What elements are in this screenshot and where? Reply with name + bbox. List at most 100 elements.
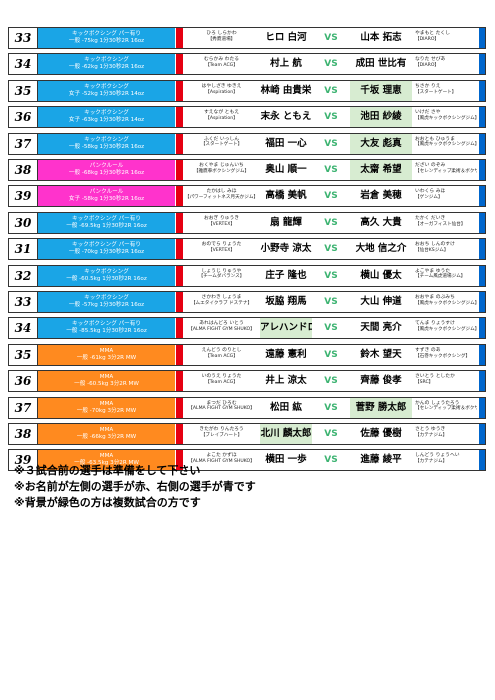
bout-row: 31 キックボクシング パー有り 一般 -70kg 1分30秒2R 16oz おのでら… xyxy=(8,238,486,261)
category-name: パンクルール xyxy=(89,189,124,196)
blue-fighter-info: なりた せびあ 【DIARO】 xyxy=(413,54,477,74)
bout-number: 36 xyxy=(9,371,38,392)
blue-fighter-info: おおち しんのすけ 【仙台KSジム】 xyxy=(413,239,477,259)
vs-label: VS xyxy=(324,244,338,255)
note-multi-bout: ※背景が緑色の方は複数試合の方です xyxy=(14,496,201,509)
red-fighter-info: むらかみ わたる 【Team ACG】 xyxy=(184,54,259,74)
blue-fighter-name: 進藤 綾平 xyxy=(360,454,402,466)
red-fighter-gym: 【ALMA FIGHT GYM SHUKO】 xyxy=(188,459,255,465)
bout-number: 30 xyxy=(9,212,38,233)
blue-fighter-name: 横山 優太 xyxy=(360,269,402,281)
red-fighter-kana: あれはんどろ いとう xyxy=(199,321,244,327)
blue-corner-bar xyxy=(479,54,485,75)
category-detail: 一般 -61kg 3分2R MW xyxy=(76,354,137,361)
bout-row: 38 パンクルール 一般 -68kg 1分30秒2R 16oz おくやま じゅんいち【… xyxy=(8,159,486,181)
note-corner-colors: ※お名前が左側の選手が赤、右側の選手が青です xyxy=(14,480,256,493)
bout-row: 39 パンクルール 女子 -58kg 1分30秒2R 16oz たかはし みほ 【パワー… xyxy=(8,185,486,208)
category-detail: 一般 -69.5kg 1分30秒2R 16oz xyxy=(66,222,147,229)
blue-fighter-kana: かんの しょうたろう xyxy=(415,400,460,406)
blue-fighter-info: かんの しょうたろう 【セレンディップ柔術＆ボクサ】 xyxy=(413,398,477,418)
bout-row: 35 MMA 一般 -61kg 3分2R MW えんどう のりとし 【Team ACG】… xyxy=(8,343,486,366)
blue-fighter-info: おおやま のぶみち 【風虎キックボクシングジム】 xyxy=(413,292,477,312)
bout-category: キックボクシング 女子 -63kg 1分30秒2R 14oz xyxy=(38,107,175,128)
red-fighter-name: 小野寺 涼太 xyxy=(260,243,312,255)
blue-fighter-gym: 【風虎キックボクシングジム】 xyxy=(415,115,477,121)
red-corner-bar xyxy=(176,107,183,128)
category-detail: 一般 -68kg 1分30秒2R 16oz xyxy=(68,169,145,176)
red-fighter-gym: 【ブレイブハート】 xyxy=(200,432,243,438)
blue-fighter-info: しんどう りょうへい 【カテナジム】 xyxy=(413,450,477,470)
blue-fighter-name-cell: 成田 世比有 xyxy=(350,54,412,74)
blue-fighter-kana: ちさか りえ xyxy=(415,83,441,89)
blue-fighter-name-cell: 高久 大貴 xyxy=(350,213,412,233)
red-fighter-info: よこた かずほ 【ALMA FIGHT GYM SHUKO】 xyxy=(184,450,259,470)
red-fighter-info: おくやま じゅんいち 【雅鷹拳ボクシングジム】 xyxy=(184,160,259,180)
red-fighter-info: えんどう のりとし 【Team ACG】 xyxy=(184,345,259,365)
red-fighter-name-cell: 末永 ともえ xyxy=(260,107,312,127)
bout-category: キックボクシング 一般 -58kg 1分30秒2R 16oz xyxy=(38,133,175,154)
blue-fighter-name: 大地 信之介 xyxy=(355,243,407,255)
category-detail: 女子 -52kg 1分30秒2R 14oz xyxy=(68,90,145,97)
red-fighter-name-cell: 横田 一歩 xyxy=(260,450,312,470)
blue-corner-bar xyxy=(479,292,485,312)
category-name: MMA xyxy=(99,374,114,381)
red-fighter-gym: 【雅鷹拳ボクシングジム】 xyxy=(193,168,250,174)
blue-fighter-gym: 【ゲンジム】 xyxy=(415,195,443,201)
vs-label: VS xyxy=(324,33,338,43)
bout-category: MMA 一般 -70kg 3分2R MW xyxy=(38,397,175,418)
red-fighter-info: まつだ ひろむ 【ALMA FIGHT GYM SHUKO】 xyxy=(184,398,259,418)
blue-fighter-kana: しんどう りょうへい xyxy=(415,453,460,459)
blue-fighter-name: 大友 彪真 xyxy=(350,133,412,154)
blue-fighter-gym: 【オーガフィスト仙台】 xyxy=(415,221,466,227)
bout-row: 38 MMA 一般 -66kg 3分2R MW きたがわ りんたろう 【ブレイブハート】… xyxy=(8,423,486,445)
category-name: キックボクシング xyxy=(84,83,129,90)
blue-fighter-gym: 【セレンディップ柔術＆ボクサ】 xyxy=(415,406,477,412)
red-fighter-kana: おおぎ りゅうき xyxy=(203,215,240,221)
blue-corner-bar xyxy=(479,107,485,128)
blue-corner-bar xyxy=(479,28,485,48)
blue-fighter-name: 成田 世比有 xyxy=(355,58,407,70)
blue-fighter-info: すずき のあ 【石巻キックボクシング】 xyxy=(413,345,477,365)
bout-category: キックボクシング 一般 -57kg 1分30秒2R 16oz xyxy=(38,292,175,312)
red-fighter-gym: 【ALMA FIGHT GYM SHUKO】 xyxy=(188,406,255,412)
blue-fighter-info: ちさか りえ 【スタートゲート】 xyxy=(413,81,477,101)
blue-fighter-name: 岩倉 美穂 xyxy=(360,190,402,202)
blue-fighter-gym: 【SRC】 xyxy=(415,379,434,385)
blue-fighter-name-cell: 鈴木 望天 xyxy=(350,345,412,365)
red-fighter-gym: 【Aspiration】 xyxy=(205,89,238,95)
vs-label: VS xyxy=(324,59,338,70)
category-name: パンクルール xyxy=(89,163,124,169)
blue-fighter-gym: 【セレンディップ柔術＆ボクサ】 xyxy=(415,168,477,174)
category-name: キックボクシング xyxy=(84,295,129,301)
category-detail: 一般 -63.5kg 3分2R MW xyxy=(74,460,139,467)
red-fighter-name-cell: 高橋 美帆 xyxy=(260,186,312,206)
vs-label: VS xyxy=(324,217,338,228)
category-name: キックボクシング xyxy=(84,268,129,275)
bout-row: 35 キックボクシング 女子 -52kg 1分30秒2R 14oz はやしざき ゆきえ… xyxy=(8,79,486,102)
bout-row: 30 キックボクシング パー有り 一般 -69.5kg 1分30秒2R 16oz おお… xyxy=(8,211,486,234)
vs-label: VS xyxy=(324,138,338,149)
bout-number: 33 xyxy=(9,292,38,312)
red-fighter-name-cell: 村上 航 xyxy=(260,54,312,74)
red-fighter-gym: 【ムエタイクラブ ドステナ】 xyxy=(190,300,253,306)
red-corner-bar xyxy=(176,212,183,233)
bout-row: 37 キックボクシング 一般 -58kg 1分30秒2R 16oz ふくだ いっしん【… xyxy=(8,132,486,155)
bout-category: キックボクシング パー有り 一般 -69.5kg 1分30秒2R 16oz xyxy=(38,212,175,233)
red-fighter-gym: 【チームダバランス】 xyxy=(198,274,245,280)
red-fighter-name-cell: 林崎 由貴栄 xyxy=(260,81,312,101)
blue-fighter-info: だざい のぞみ 【セレンディップ柔術＆ボクサ】 xyxy=(413,160,477,180)
bout-category: パンクルール 女子 -58kg 1分30秒2R 16oz xyxy=(38,186,175,207)
vs-label: VS xyxy=(324,429,338,439)
blue-fighter-kana: いけだ さや xyxy=(415,110,441,116)
red-fighter-name: 庄子 隆也 xyxy=(265,269,307,281)
bout-number: 35 xyxy=(9,80,38,101)
red-fighter-name: 末永 ともえ xyxy=(260,111,312,123)
bout-row: 33 キックボクシング 一般 -57kg 1分30秒2R 16oz さかわき しょうま… xyxy=(8,291,486,313)
category-detail: 一般 -60.5kg 1分30秒2R 16oz xyxy=(66,275,147,282)
category-name: キックボクシング xyxy=(84,110,129,117)
red-fighter-name-cell: 奥山 順一 xyxy=(260,160,312,180)
red-fighter-info: ふくだ いっしん 【スタートゲート】 xyxy=(184,134,259,154)
red-fighter-name-cell: 扇 龍輝 xyxy=(260,213,312,233)
blue-corner-bar xyxy=(479,265,485,286)
vs-label: VS xyxy=(324,402,338,413)
